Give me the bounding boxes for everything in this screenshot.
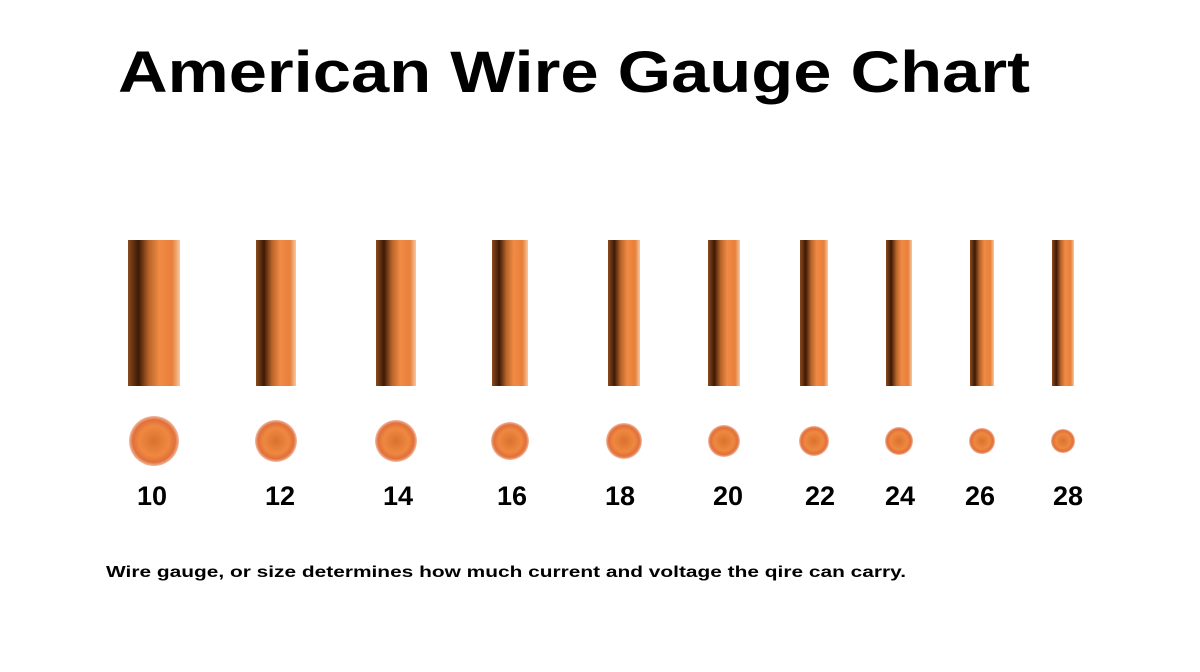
gauge-label: 16 <box>497 481 527 511</box>
wire <box>970 240 994 386</box>
wire <box>492 240 528 386</box>
wire-end <box>885 427 913 455</box>
gauge-label: 20 <box>713 481 743 511</box>
gauge-label: 14 <box>383 481 413 511</box>
wire-end <box>255 420 297 462</box>
wire-end <box>606 423 642 459</box>
wire-end <box>708 425 740 457</box>
gauge-label: 28 <box>1053 481 1083 511</box>
wire <box>608 240 640 386</box>
wire-end <box>491 422 529 460</box>
wire <box>800 240 828 386</box>
wire-end <box>375 420 417 462</box>
gauge-label: 24 <box>885 481 915 511</box>
gauge-label: 10 <box>137 481 167 511</box>
wire <box>1052 240 1074 386</box>
title: American Wire Gauge Chart <box>118 40 1030 105</box>
gauge-label: 12 <box>265 481 295 511</box>
wire <box>256 240 296 386</box>
gauge-label: 18 <box>605 481 635 511</box>
wires: 10 12 14 16 18 20 22 24 26 28 <box>128 240 1083 511</box>
wire-end <box>969 428 995 454</box>
wire <box>376 240 416 386</box>
gauge-label: 22 <box>805 481 835 511</box>
wire-end <box>799 426 829 456</box>
gauge-label: 26 <box>965 481 995 511</box>
caption: Wire gauge, or size determines how much … <box>106 564 906 581</box>
wire-end <box>1051 429 1075 453</box>
wire <box>708 240 740 386</box>
wire <box>128 240 180 386</box>
wire <box>886 240 912 386</box>
wire-end <box>129 416 179 466</box>
